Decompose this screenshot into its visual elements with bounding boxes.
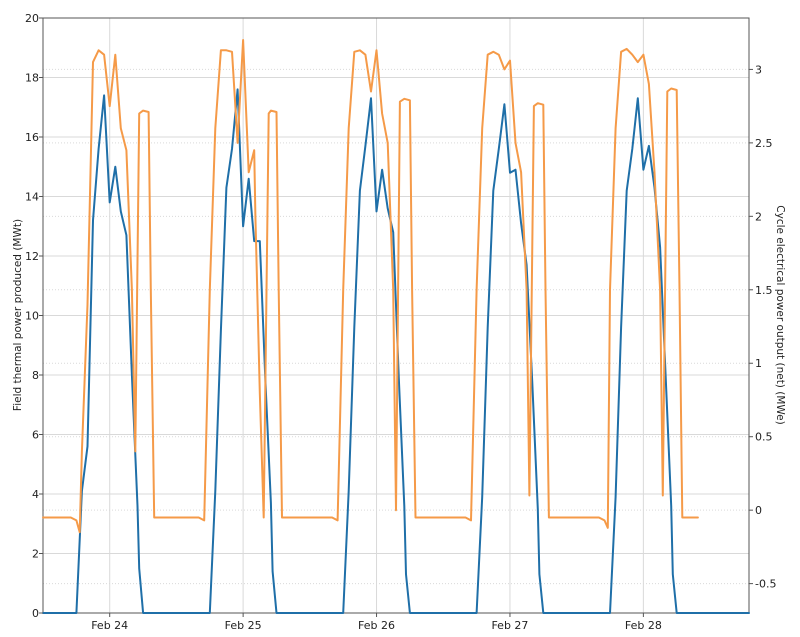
left-tick-label: 14	[25, 191, 39, 204]
left-axis-ticks: 0 2 4 6 8 10 12 14 16 18 20	[25, 12, 43, 620]
right-tick-label: 2.5	[755, 137, 773, 150]
cycle-electrical-power-line	[42, 39, 699, 534]
left-tick-label: 4	[32, 488, 39, 501]
series-layer	[42, 39, 750, 614]
left-tick-label: 16	[25, 131, 39, 144]
x-tick-label: Feb 26	[358, 619, 395, 632]
left-tick-label: 6	[32, 429, 39, 442]
right-tick-label: 0	[755, 504, 762, 517]
field-thermal-power-line	[42, 88, 750, 614]
left-tick-label: 18	[25, 72, 39, 85]
right-tick-label: -0.5	[755, 578, 776, 591]
left-tick-label: 0	[32, 607, 39, 620]
left-tick-label: 10	[25, 310, 39, 323]
x-tick-label: Feb 28	[625, 619, 662, 632]
left-tick-label: 12	[25, 250, 39, 263]
right-axis-ticks: -0.5 0 0.5 1 1.5 2 2.5 3	[749, 63, 776, 591]
x-tick-label: Feb 24	[91, 619, 128, 632]
right-tick-label: 1	[755, 357, 762, 370]
x-tick-label: Feb 27	[491, 619, 528, 632]
x-axis-ticks: Feb 24 Feb 25 Feb 26 Feb 27 Feb 28	[91, 613, 662, 632]
left-tick-label: 20	[25, 12, 39, 25]
right-tick-label: 0.5	[755, 431, 773, 444]
right-tick-label: 3	[755, 63, 762, 76]
right-tick-label: 1.5	[755, 284, 773, 297]
left-tick-label: 2	[32, 548, 39, 561]
right-tick-label: 2	[755, 210, 762, 223]
right-axis-label: Cycle electrical power output (net) (MWe…	[774, 205, 786, 424]
left-axis-label: Field thermal power produced (MWt)	[12, 219, 24, 411]
left-tick-label: 8	[32, 369, 39, 382]
x-tick-label: Feb 25	[225, 619, 262, 632]
